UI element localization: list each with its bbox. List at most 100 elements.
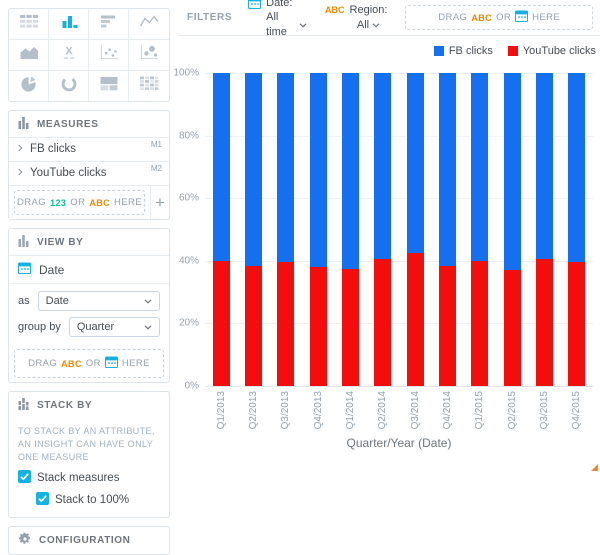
bar-slot xyxy=(237,73,269,386)
configuration-header[interactable]: CONFIGURATION xyxy=(9,527,169,554)
bar-segment-youtube-clicks[interactable] xyxy=(438,265,456,386)
measures-icon xyxy=(18,116,30,132)
add-measure-button[interactable]: + xyxy=(150,186,169,219)
bar-segment-fb-clicks[interactable] xyxy=(277,73,295,263)
bar-segment-youtube-clicks[interactable] xyxy=(341,268,359,386)
date-as-select[interactable]: Date xyxy=(37,291,160,311)
bar-segment-youtube-clicks[interactable] xyxy=(503,270,521,386)
bar-segment-fb-clicks[interactable] xyxy=(438,73,456,266)
view-by-panel: VIEW BY Date as Date group by Quarter xyxy=(8,228,170,383)
date-filter[interactable]: Date: All time xyxy=(248,0,307,39)
bar-segment-youtube-clicks[interactable] xyxy=(277,262,295,386)
measure-item[interactable]: YouTube clicks M2 xyxy=(9,162,169,186)
group-by-select[interactable]: Quarter xyxy=(68,317,160,337)
bar-segment-youtube-clicks[interactable] xyxy=(244,265,262,386)
dropzone-text: OR xyxy=(70,197,86,208)
bar-slot xyxy=(561,73,593,386)
stacked-bar-Q2-2014[interactable] xyxy=(374,73,392,386)
viz-type-area-chart[interactable] xyxy=(9,40,49,71)
y-axis-tick-label: 0% xyxy=(184,380,199,392)
checkbox-icon[interactable] xyxy=(36,492,49,508)
bar-segment-youtube-clicks[interactable] xyxy=(471,260,489,386)
measure-badge: M1 xyxy=(150,140,162,149)
legend-item[interactable]: YouTube clicks xyxy=(507,45,596,57)
region-filter[interactable]: ABC Region: All xyxy=(325,3,387,32)
viz-type-donut-chart[interactable] xyxy=(49,71,89,101)
stacked-bar-Q1-2013[interactable] xyxy=(212,73,230,386)
calendar-icon xyxy=(18,262,31,277)
dropzone-text: OR xyxy=(496,12,512,23)
viz-type-headline[interactable]: X xyxy=(49,40,89,71)
table-icon xyxy=(19,13,39,35)
x-axis-tick: Q2/2015 xyxy=(496,391,528,429)
x-axis-tick-label: Q1/2015 xyxy=(474,391,486,430)
stacked-bar-Q3-2013[interactable] xyxy=(277,73,295,386)
stacked-bar-Q4-2015[interactable] xyxy=(568,73,586,386)
stacked-bar-Q4-2013[interactable] xyxy=(309,73,327,386)
filter-dropzone[interactable]: DRAG ABC OR HERE xyxy=(405,5,593,30)
stacked-bar-Q1-2015[interactable] xyxy=(471,73,489,386)
bar-segment-fb-clicks[interactable] xyxy=(535,73,553,260)
legend-swatch xyxy=(507,46,518,56)
viz-type-treemap[interactable] xyxy=(89,71,129,101)
stacked-bar-Q2-2015[interactable] xyxy=(503,73,521,386)
viz-type-scatter-plot[interactable] xyxy=(89,40,129,71)
bar-segment-youtube-clicks[interactable] xyxy=(374,259,392,386)
bar-segment-fb-clicks[interactable] xyxy=(212,73,230,261)
viz-type-table[interactable] xyxy=(9,9,49,40)
gridline xyxy=(205,198,593,200)
bar-segment-youtube-clicks[interactable] xyxy=(212,260,230,386)
view-by-attribute-date[interactable]: Date xyxy=(9,255,169,284)
stacked-bar-Q3-2014[interactable] xyxy=(406,73,424,386)
legend-item[interactable]: FB clicks xyxy=(433,45,493,57)
bar-slot xyxy=(464,73,496,386)
bar-slot xyxy=(205,73,237,386)
chevron-down-icon xyxy=(144,321,152,333)
measures-dropzone[interactable]: DRAG 123 OR ABC HERE xyxy=(14,190,146,215)
dropzone-text: DRAG xyxy=(438,12,468,23)
bar-segment-fb-clicks[interactable] xyxy=(244,73,262,266)
calendar-icon xyxy=(515,10,529,25)
viz-type-bar-chart[interactable] xyxy=(89,9,129,40)
bar-segment-youtube-clicks[interactable] xyxy=(568,262,586,386)
bar-segment-youtube-clicks[interactable] xyxy=(406,252,424,386)
x-axis-tick-label: Q3/2014 xyxy=(409,391,421,430)
bar-segment-youtube-clicks[interactable] xyxy=(535,259,553,386)
viz-type-pie-chart[interactable] xyxy=(9,71,49,101)
bar-segment-fb-clicks[interactable] xyxy=(568,73,586,263)
chevron-down-icon xyxy=(144,295,152,307)
stack-to-100--checkbox[interactable]: Stack to 100% xyxy=(9,489,169,511)
viz-type-heatmap[interactable] xyxy=(129,71,169,101)
bar-slot xyxy=(270,73,302,386)
stacked-bar-chart: 0% 20% 40% 60% 80% 100% Q1/2013 Q2/2013 Q3/2013 Q… xyxy=(173,68,593,429)
stacked-bar-Q4-2014[interactable] xyxy=(438,73,456,386)
stacked-bar-Q3-2015[interactable] xyxy=(535,73,553,386)
stacked-bar-Q1-2014[interactable] xyxy=(341,73,359,386)
bar-slot xyxy=(431,73,463,386)
view-by-title: VIEW BY xyxy=(37,236,84,248)
stacked-bar-Q2-2013[interactable] xyxy=(244,73,262,386)
bar-segment-fb-clicks[interactable] xyxy=(406,73,424,253)
bar-segment-fb-clicks[interactable] xyxy=(503,73,521,271)
view-by-dropzone[interactable]: DRAG ABC OR HERE xyxy=(14,349,164,378)
gridline xyxy=(205,386,593,387)
x-axis-tick-label: Q4/2015 xyxy=(571,391,583,430)
dropzone-text: DRAG xyxy=(17,197,47,208)
measure-item[interactable]: FB clicks M1 xyxy=(9,138,169,162)
bar-slot xyxy=(334,73,366,386)
bar-segment-fb-clicks[interactable] xyxy=(471,73,489,261)
bar-segment-fb-clicks[interactable] xyxy=(341,73,359,269)
bar-segment-fb-clicks[interactable] xyxy=(309,73,327,268)
column-chart-icon xyxy=(59,13,79,35)
viz-type-line-chart[interactable] xyxy=(129,9,169,40)
viz-type-bubble-chart[interactable] xyxy=(129,40,169,71)
bar-segment-youtube-clicks[interactable] xyxy=(309,267,327,386)
numeric-token: 123 xyxy=(50,197,67,208)
x-axis-tick: Q1/2013 xyxy=(205,391,237,429)
resize-handle[interactable] xyxy=(591,464,598,471)
chart-area: FB clicks YouTube clicks 0% 20% 40% 60% 80% 10… xyxy=(173,36,600,473)
x-axis-tick: Q3/2013 xyxy=(270,391,302,429)
viz-type-column-chart[interactable] xyxy=(49,9,89,40)
bar-segment-fb-clicks[interactable] xyxy=(374,73,392,260)
stack-measures-checkbox[interactable]: Stack measures xyxy=(9,467,169,489)
